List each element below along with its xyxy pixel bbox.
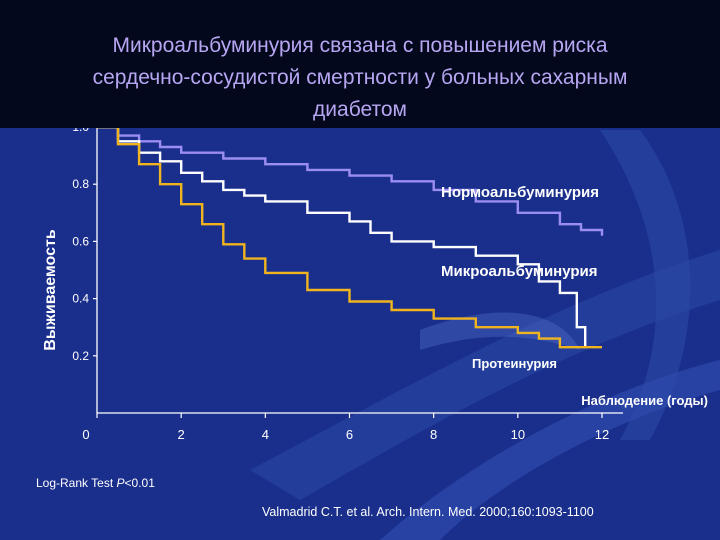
y-tick-label: 0.6 xyxy=(72,234,89,248)
stat-value: <0.01 xyxy=(124,476,155,490)
x-tick-label: 6 xyxy=(346,427,353,442)
y-tick-label: 0.4 xyxy=(72,292,89,306)
series-line-normo xyxy=(97,125,604,236)
series-line-micro xyxy=(97,125,587,348)
y-axis-label: Выживаемость xyxy=(42,229,59,351)
x-tick-label: 8 xyxy=(430,427,437,442)
x-tick-label: 2 xyxy=(178,427,185,442)
series-label-protein: Протеинурия xyxy=(472,356,557,371)
stat-p: P xyxy=(116,476,125,490)
series-label-normo: Нормоальбуминурия xyxy=(441,184,599,201)
title-bar: Микроальбуминурия связана с повышением р… xyxy=(0,0,720,128)
x-tick-label: 10 xyxy=(511,427,525,442)
series-line-protein xyxy=(97,125,602,349)
x-tick-label: 4 xyxy=(262,427,269,442)
citation: Valmadrid C.T. et al. Arch. Intern. Med.… xyxy=(262,505,594,519)
slide-title: Микроальбуминурия связана с повышением р… xyxy=(92,34,628,121)
x-axis-label: Наблюдение (годы) xyxy=(581,393,708,408)
x-tick-label: 0 xyxy=(82,427,89,442)
y-tick-label: 0.2 xyxy=(72,349,89,363)
stat-prefix: Log-Rank Test xyxy=(36,476,117,490)
series-label-micro: Микроальбуминурия xyxy=(441,263,598,280)
log-rank-test: Log-Rank Test P<0.01 xyxy=(36,476,155,490)
x-tick-label: 12 xyxy=(595,427,609,442)
y-tick-label: 0.8 xyxy=(72,177,89,191)
y-axis-label-wrap: Выживаемость xyxy=(36,200,66,380)
